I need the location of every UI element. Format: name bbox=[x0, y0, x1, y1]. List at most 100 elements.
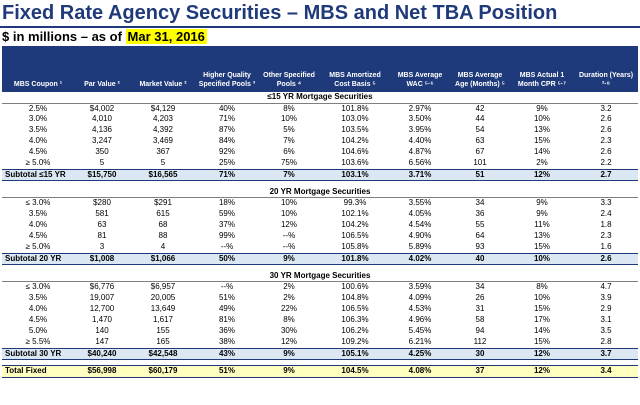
table-cell: 94 bbox=[475, 326, 485, 336]
table-row: ≥ 5.0% 3 4 --% --% 105.8% 5.89% 93 15% 1.6 bbox=[2, 242, 638, 253]
table-cell: 4.5% bbox=[28, 231, 48, 241]
table-cell: 10% bbox=[510, 252, 574, 266]
table-cell: 2% bbox=[536, 158, 548, 168]
table-cell: 105.1% bbox=[320, 347, 390, 361]
table-cell: 20,005 bbox=[150, 293, 176, 303]
table-header-row: MBS Coupon ¹ Par Value ² Market Value ² … bbox=[2, 46, 638, 92]
table-cell: 55 bbox=[475, 220, 485, 230]
table-cell: 7% bbox=[258, 168, 320, 182]
table-cell: 59% bbox=[218, 209, 235, 219]
table-cell: $16,565 bbox=[130, 168, 196, 182]
table-cell: 71% bbox=[218, 114, 235, 124]
table-cell: 3.59% bbox=[408, 282, 432, 292]
table-row: 5.0% 140 155 36% 30% 106.2% 5.45% 94 14% 3.5 bbox=[2, 326, 638, 337]
table-cell: 6.21% bbox=[408, 336, 432, 346]
table-cell: 18% bbox=[218, 198, 235, 208]
table-cell: 4,392 bbox=[152, 125, 174, 135]
table-cell: 13,649 bbox=[150, 304, 176, 314]
table-cell: 88 bbox=[158, 231, 168, 241]
table-cell: $56,998 bbox=[74, 365, 130, 378]
table-cell: 36% bbox=[218, 326, 235, 336]
table-cell: 103.5% bbox=[341, 125, 369, 135]
table-cell: 104.2% bbox=[341, 136, 369, 146]
table-cell: $42,548 bbox=[130, 347, 196, 361]
table-cell: 1,617 bbox=[152, 315, 174, 325]
table-cell: 49% bbox=[218, 304, 235, 314]
table-cell: 101.8% bbox=[320, 252, 390, 266]
table-cell: 106.2% bbox=[341, 326, 369, 336]
table-cell: 4.96% bbox=[408, 315, 432, 325]
table-cell: 155 bbox=[156, 326, 170, 336]
table-cell: 147 bbox=[95, 336, 109, 346]
table-cell: 8% bbox=[283, 315, 295, 325]
table-cell: 4.54% bbox=[408, 220, 432, 230]
table-cell: 15% bbox=[533, 336, 550, 346]
table-cell: 104.2% bbox=[341, 220, 369, 230]
table-cell: 2% bbox=[283, 293, 295, 303]
subtotal-row: Subtotal 30 YR $40,240 $42,548 43% 9% 105.1% 4… bbox=[2, 347, 638, 361]
table-cell: 42 bbox=[475, 103, 485, 113]
table-cell: 1.8 bbox=[600, 220, 612, 230]
table-cell: 30% bbox=[280, 326, 297, 336]
table-cell: 6.56% bbox=[408, 158, 432, 168]
table-cell: ≥ 5.0% bbox=[25, 242, 51, 252]
table-cell: 34 bbox=[475, 282, 485, 292]
table-cell: 30 bbox=[450, 347, 510, 361]
table-cell: 109.2% bbox=[341, 336, 369, 346]
table-cell: 165 bbox=[156, 336, 170, 346]
page-title: Fixed Rate Agency Securities – MBS and N… bbox=[2, 2, 558, 24]
table-cell: 2.6 bbox=[574, 252, 638, 266]
table-cell: 3,247 bbox=[91, 136, 113, 146]
table-cell: 106.3% bbox=[341, 315, 369, 325]
table-cell: $4,129 bbox=[150, 103, 176, 113]
column-header: MBS Actual 1 Month CPR ⁵·⁷ bbox=[510, 46, 574, 92]
table-cell: 12% bbox=[510, 365, 574, 378]
table-cell: 51% bbox=[196, 365, 258, 378]
table-cell: 3.7 bbox=[574, 347, 638, 361]
table-row: 4.5% 350 367 92% 6% 104.6% 4.87% 67 14% 2.6 bbox=[2, 147, 638, 158]
table-cell: 99.3% bbox=[343, 198, 367, 208]
subtitle-units: $ in millions – as of bbox=[2, 29, 122, 44]
table-cell: $291 bbox=[154, 198, 172, 208]
table-body: ≤15 YR Mortgage Securities 2.5% $4,002 $4,1… bbox=[2, 92, 638, 378]
table-cell: 12,700 bbox=[89, 304, 115, 314]
table-row: 3.5% 4,136 4,392 87% 5% 103.5% 3.95% 54 13% 2.6 bbox=[2, 125, 638, 136]
table-cell: 31 bbox=[475, 304, 485, 314]
table-row: ≤ 3.0% $6,776 $6,957 --% 2% 100.6% 3.59% 34 8% 4.… bbox=[2, 282, 638, 293]
table-cell: 87% bbox=[218, 125, 235, 135]
column-header: MBS Average Age (Months) ⁵ bbox=[450, 46, 510, 92]
table-cell: 34 bbox=[475, 198, 485, 208]
table-cell: 350 bbox=[95, 147, 109, 157]
table-row: 4.0% 3,247 3,469 84% 7% 104.2% 4.40% 63 15% 2.3 bbox=[2, 136, 638, 147]
table-row: 3.0% 4,010 4,203 71% 10% 103.0% 3.50% 44 10% 2.6 bbox=[2, 114, 638, 125]
table-cell: 68 bbox=[158, 220, 168, 230]
table-cell: 4.87% bbox=[408, 147, 432, 157]
table-cell: $4,002 bbox=[89, 103, 115, 113]
table-cell: 9% bbox=[536, 209, 548, 219]
table-cell: 12% bbox=[510, 168, 574, 182]
table-cell: 3.1 bbox=[600, 315, 612, 325]
table-cell: 6% bbox=[283, 147, 295, 157]
table-cell: 4.25% bbox=[390, 347, 450, 361]
table-cell: 102.1% bbox=[341, 209, 369, 219]
table-cell: 105.8% bbox=[341, 242, 369, 252]
table-cell: 4 bbox=[160, 242, 166, 252]
table-cell: 4.5% bbox=[28, 315, 48, 325]
subtotal-row: Subtotal 20 YR $1,008 $1,066 50% 9% 101.8% 4.0… bbox=[2, 252, 638, 266]
table-cell: ≤ 3.0% bbox=[25, 282, 51, 292]
table-cell: Subtotal 20 YR bbox=[2, 252, 74, 266]
table-cell: 71% bbox=[196, 168, 258, 182]
table-cell: 14% bbox=[533, 326, 550, 336]
table-row: ≤ 3.0% $280 $291 18% 10% 99.3% 3.55% 34 9% 3.3 bbox=[2, 198, 638, 209]
table-cell: 4.5% bbox=[28, 147, 48, 157]
table-cell: 81 bbox=[97, 231, 107, 241]
column-header: MBS Amortized Cost Basis ⁵ bbox=[320, 46, 390, 92]
table-cell: 99% bbox=[218, 231, 235, 241]
table-cell: 104.8% bbox=[341, 293, 369, 303]
table-cell: 2% bbox=[283, 282, 295, 292]
table-cell: 2.3 bbox=[600, 231, 612, 241]
table-cell: 4.0% bbox=[28, 220, 48, 230]
table-cell: --% bbox=[282, 242, 296, 252]
table-cell: 3.2 bbox=[600, 103, 612, 113]
table-cell: 8% bbox=[283, 103, 295, 113]
